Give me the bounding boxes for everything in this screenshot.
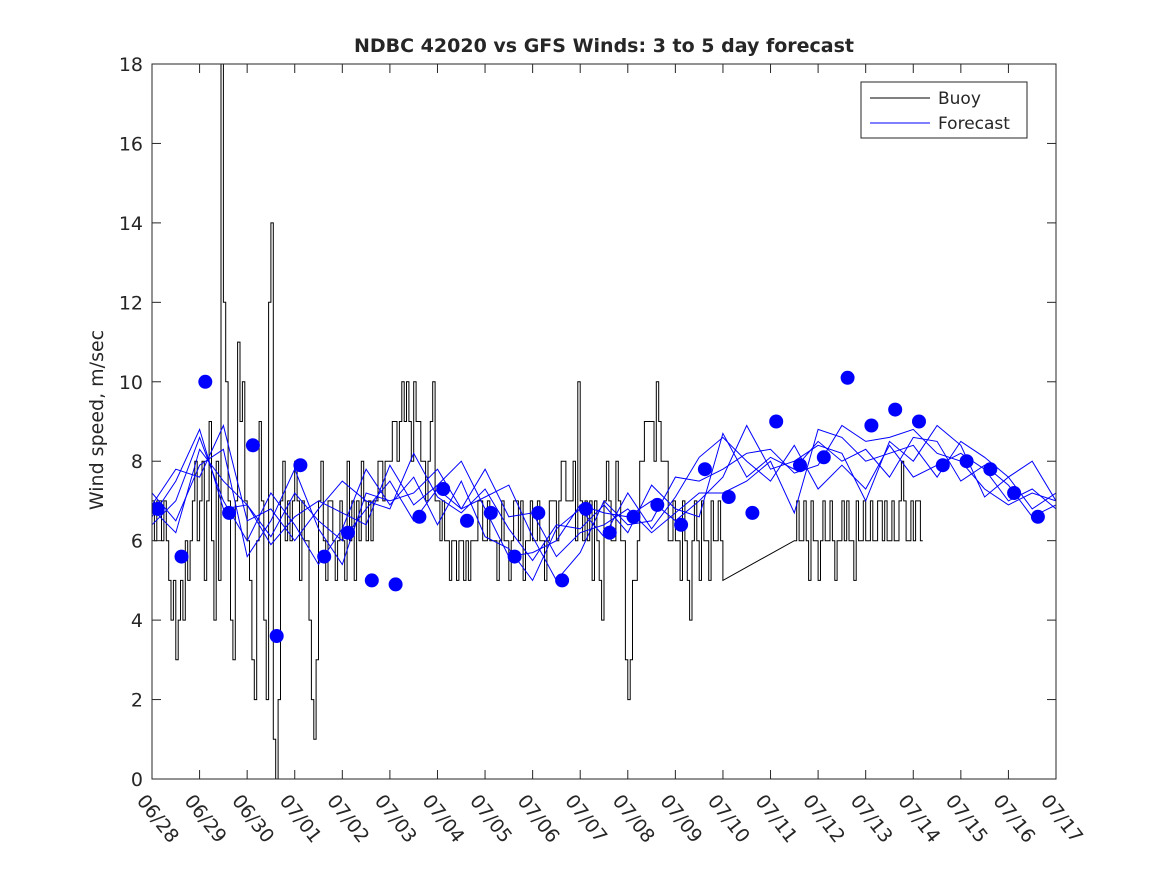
plot-area xyxy=(152,64,1056,779)
forecast-marker xyxy=(1007,486,1022,500)
y-axis-label: Wind speed, m/sec xyxy=(86,330,108,510)
legend: Buoy Forecast xyxy=(860,81,1028,139)
forecast-marker xyxy=(293,458,308,473)
y-tick-label: 16 xyxy=(119,133,143,155)
series-group xyxy=(152,64,1056,779)
forecast-marker xyxy=(626,509,641,524)
forecast-marker xyxy=(697,462,712,477)
legend-label: Forecast xyxy=(938,114,1010,134)
forecast-marker xyxy=(793,458,807,473)
forecast-marker xyxy=(935,458,950,473)
buoy-series-line xyxy=(152,64,923,779)
forecast-marker xyxy=(531,505,546,520)
forecast-run-line-1 xyxy=(152,428,1056,558)
forecast-marker xyxy=(578,501,593,516)
forecast-marker xyxy=(222,505,237,520)
forecast-run-line-3 xyxy=(152,424,1056,582)
y-tick-label: 8 xyxy=(131,451,143,473)
forecast-marker xyxy=(745,505,760,520)
forecast-marker xyxy=(840,370,855,385)
forecast-marker xyxy=(364,573,379,588)
y-tick-label: 6 xyxy=(131,531,143,553)
legend-label: Buoy xyxy=(938,89,981,109)
forecast-marker xyxy=(483,505,498,520)
y-tick-label: 2 xyxy=(131,690,143,712)
forecast-run-line-4 xyxy=(152,424,1056,558)
legend-box xyxy=(860,81,1028,139)
y-tick-label: 18 xyxy=(119,54,143,76)
forecast-marker xyxy=(152,501,165,516)
forecast-marker xyxy=(388,577,403,592)
y-tick-label: 14 xyxy=(119,213,143,235)
forecast-marker xyxy=(460,513,474,528)
forecast-marker xyxy=(816,450,831,465)
y-tick-label: 12 xyxy=(119,292,143,314)
forecast-marker xyxy=(769,414,784,429)
y-tick-label: 4 xyxy=(131,610,143,632)
forecast-run-line-5 xyxy=(152,424,1056,562)
forecast-marker xyxy=(198,374,213,389)
forecast-marker xyxy=(983,462,998,477)
forecast-marker xyxy=(888,402,903,417)
forecast-marker xyxy=(174,549,189,564)
forecast-marker xyxy=(269,629,284,643)
axes-frame xyxy=(151,63,1057,780)
forecast-marker xyxy=(602,525,617,540)
chart-title: NDBC 42020 vs GFS Winds: 3 to 5 day fore… xyxy=(354,35,854,57)
forecast-marker xyxy=(436,482,451,496)
forecast-marker xyxy=(412,509,427,524)
forecast-marker xyxy=(650,497,665,512)
forecast-marker xyxy=(674,517,689,532)
forecast-marker xyxy=(1030,509,1045,524)
forecast-marker xyxy=(959,454,974,469)
forecast-marker xyxy=(245,438,260,453)
y-tick-label: 0 xyxy=(131,769,143,791)
forecast-marker xyxy=(341,525,355,540)
forecast-marker xyxy=(317,549,332,564)
y-tick-label: 10 xyxy=(119,372,143,394)
forecast-marker xyxy=(864,418,879,433)
forecast-marker xyxy=(555,573,570,588)
forecast-marker xyxy=(721,490,736,504)
forecast-marker xyxy=(507,549,522,564)
forecast-marker xyxy=(912,414,926,429)
